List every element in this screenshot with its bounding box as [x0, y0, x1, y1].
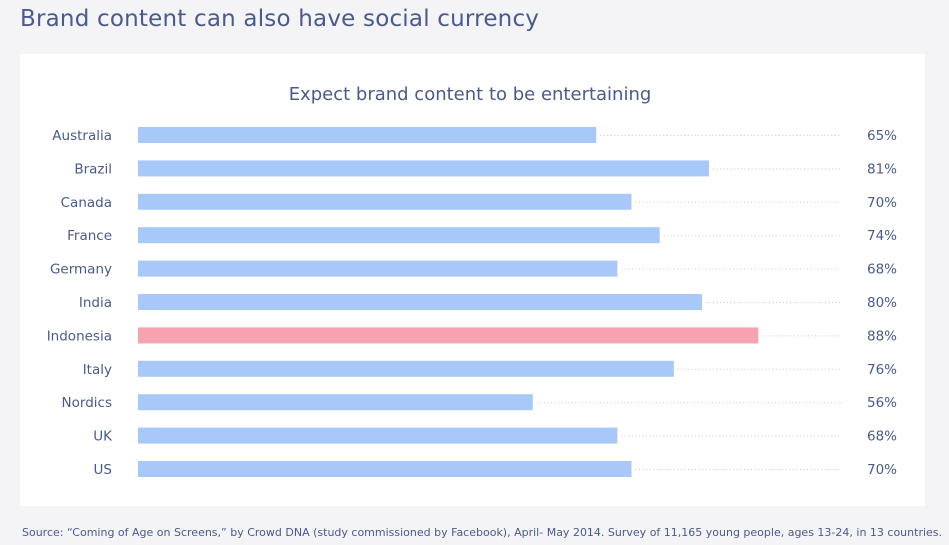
- bar-chart: Expect brand content to be entertaining …: [47, 84, 897, 478]
- value-label: 81%: [867, 161, 897, 177]
- value-label: 56%: [867, 395, 897, 411]
- value-label: 88%: [867, 328, 897, 344]
- category-label: Canada: [61, 195, 112, 211]
- bar-us: [138, 461, 632, 477]
- value-label: 80%: [867, 295, 897, 311]
- bar-canada: [138, 193, 632, 210]
- source-note: Source: “Coming of Age on Screens,” by C…: [22, 526, 943, 539]
- category-label: Australia: [52, 128, 112, 144]
- chart-title: Expect brand content to be entertaining: [289, 84, 652, 105]
- value-label: 68%: [867, 262, 897, 278]
- chart-card: Expect brand content to be entertaining …: [20, 54, 925, 506]
- value-label: 74%: [867, 228, 897, 244]
- page-title: Brand content can also have social curre…: [20, 6, 540, 32]
- category-label: US: [94, 462, 112, 478]
- category-label: Indonesia: [47, 328, 112, 344]
- category-label: Italy: [83, 362, 112, 378]
- value-label: 70%: [867, 462, 897, 478]
- value-label: 70%: [867, 195, 897, 211]
- category-label: Nordics: [62, 395, 112, 411]
- value-label: 76%: [867, 362, 897, 378]
- bar-italy: [138, 360, 674, 377]
- bar-germany: [138, 260, 618, 277]
- value-label: 68%: [867, 429, 897, 445]
- category-label: France: [67, 228, 112, 244]
- bar-brazil: [138, 160, 710, 177]
- bar-uk: [138, 427, 618, 444]
- category-label: India: [79, 295, 112, 311]
- bar-india: [138, 294, 702, 310]
- category-label: Brazil: [74, 161, 112, 177]
- bar-nordics: [138, 394, 533, 411]
- value-label: 65%: [867, 128, 897, 144]
- bar-australia: [138, 127, 597, 143]
- bar-indonesia: [138, 327, 759, 344]
- category-label: UK: [93, 429, 113, 445]
- category-label: Germany: [50, 262, 112, 278]
- bar-france: [138, 227, 660, 244]
